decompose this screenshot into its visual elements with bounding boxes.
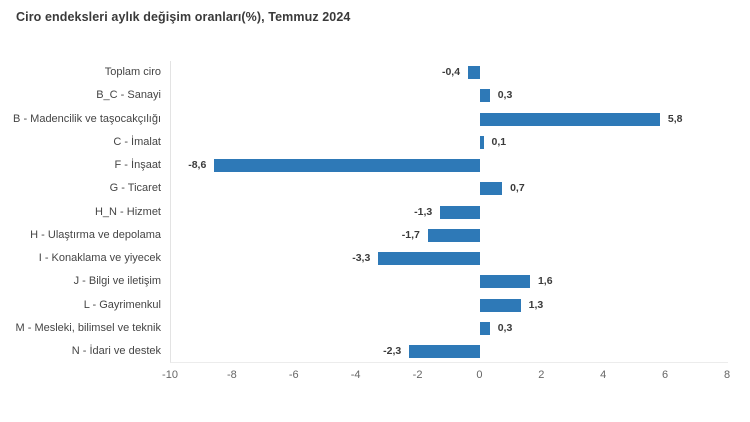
- bar: [409, 345, 481, 359]
- bar: [480, 112, 660, 126]
- plot-area: -0,4 0,3 5,8 0,1 -8,6 0,7 -1,3 -1,7 -3,3 1,6 1,3 0,…: [170, 61, 728, 364]
- value-label: 5,8: [667, 112, 683, 125]
- category-label: M - Mesleki, bilimsel ve teknik: [15, 321, 161, 334]
- chart-body: Toplam ciro B_C - Sanayi B - Madencilik ve…: [0, 61, 728, 364]
- x-tick-label: -4: [350, 369, 361, 381]
- category-label: I - Konaklama ve yiyecek: [38, 252, 161, 264]
- category-label: N - İdari ve destek: [71, 345, 161, 357]
- value-label: -8,6: [188, 159, 207, 172]
- category-label: B - Madencilik ve taşocakçılığı: [13, 112, 161, 125]
- value-label: -1,3: [414, 205, 433, 218]
- bar: [440, 205, 481, 219]
- x-tick-label: 4: [600, 369, 607, 381]
- chart-title: Ciro endeksleri aylık değişim oranları(%…: [16, 10, 351, 24]
- category-label: J - Bilgi ve iletişim: [73, 275, 161, 288]
- category-label: L - Gayrimenkul: [83, 298, 161, 311]
- bar: [480, 298, 521, 312]
- bar: [480, 135, 484, 149]
- value-label: 0,3: [497, 321, 513, 334]
- x-tick-label: -2: [412, 369, 423, 381]
- bar: [480, 275, 530, 289]
- x-tick-label: 6: [662, 369, 669, 381]
- bar: [468, 66, 481, 80]
- category-label: H - Ulaştırma ve depolama: [30, 228, 161, 241]
- value-label: -1,7: [401, 228, 420, 241]
- bar: [378, 252, 481, 266]
- category-label: B_C - Sanayi: [96, 89, 161, 102]
- category-label: G - Ticaret: [109, 182, 161, 195]
- bar: [480, 89, 490, 103]
- value-label: -3,3: [352, 252, 371, 265]
- value-label: -0,4: [441, 66, 461, 79]
- x-tick-label: 0: [476, 369, 483, 381]
- bar: [480, 321, 490, 335]
- x-axis-ticks: -10 -8 -6 -4 -2 0 2 4 6 8: [162, 369, 731, 385]
- x-tick-label: -10: [162, 369, 178, 381]
- value-label: 0,3: [497, 89, 513, 102]
- x-tick-label: 8: [723, 369, 731, 381]
- value-label: 1,6: [537, 275, 553, 288]
- category-label: Toplam ciro: [104, 66, 161, 78]
- value-label: 0,7: [510, 182, 525, 195]
- x-tick-label: 2: [538, 369, 545, 381]
- value-label: 1,3: [528, 298, 544, 311]
- category-label: H_N - Hizmet: [94, 205, 161, 218]
- value-label: 0,1: [491, 135, 507, 148]
- bar: [214, 159, 481, 173]
- x-tick-label: -8: [226, 369, 237, 381]
- x-tick-label: -6: [288, 369, 299, 381]
- category-label: F - İnşaat: [114, 159, 161, 171]
- category-axis: Toplam ciro B_C - Sanayi B - Madencilik ve…: [0, 61, 170, 363]
- bar: [480, 182, 503, 196]
- value-label: -2,3: [383, 345, 402, 358]
- bar: [427, 228, 481, 242]
- category-label: C - İmalat: [113, 135, 161, 148]
